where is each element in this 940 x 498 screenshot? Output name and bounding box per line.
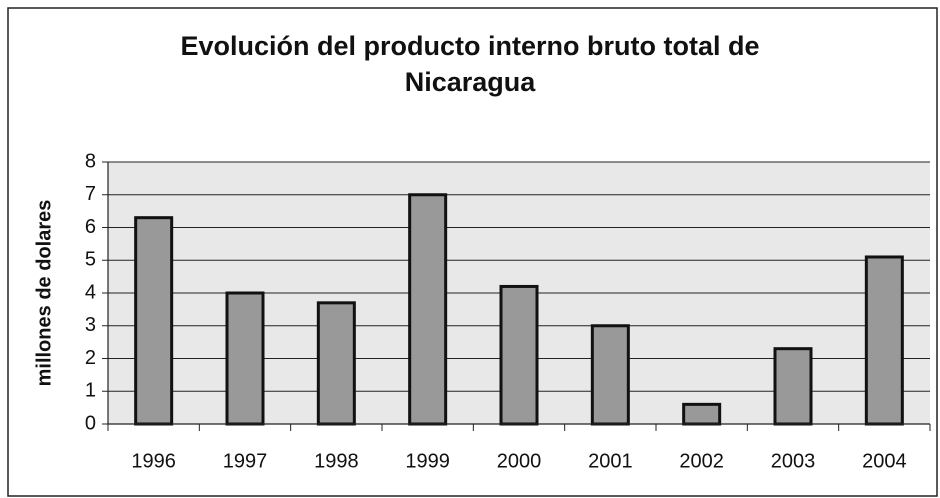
bar bbox=[864, 255, 904, 426]
bar bbox=[408, 193, 448, 426]
y-tick-label: 5 bbox=[85, 249, 96, 271]
y-tick-label: 0 bbox=[85, 412, 96, 434]
x-tick-label: 2000 bbox=[497, 450, 542, 472]
x-tick-label: 1997 bbox=[223, 450, 268, 472]
y-tick-label: 3 bbox=[85, 314, 96, 336]
x-tick-label: 1999 bbox=[405, 450, 450, 472]
x-tick-label: 2004 bbox=[862, 450, 907, 472]
y-tick-label: 7 bbox=[85, 183, 96, 205]
bar bbox=[590, 324, 630, 426]
y-tick-label: 4 bbox=[85, 281, 96, 303]
bar bbox=[499, 284, 539, 426]
y-axis-label: millones de dolares bbox=[33, 200, 55, 387]
bar bbox=[682, 402, 722, 426]
y-tick-label: 8 bbox=[85, 150, 96, 172]
x-tick-label: 2003 bbox=[771, 450, 816, 472]
bar bbox=[134, 216, 174, 426]
x-tick-label: 1998 bbox=[314, 450, 359, 472]
x-tick-label: 2002 bbox=[679, 450, 724, 472]
bar bbox=[316, 301, 356, 426]
y-tick-label: 1 bbox=[85, 380, 96, 402]
x-tick-label: 2001 bbox=[588, 450, 633, 472]
chart-title: Evolución del producto interno bruto tot… bbox=[180, 31, 760, 97]
y-tick-label: 2 bbox=[85, 347, 96, 369]
x-tick-label: 1996 bbox=[131, 450, 176, 472]
bar bbox=[773, 347, 813, 426]
bar bbox=[225, 291, 265, 426]
y-tick-label: 6 bbox=[85, 216, 96, 238]
